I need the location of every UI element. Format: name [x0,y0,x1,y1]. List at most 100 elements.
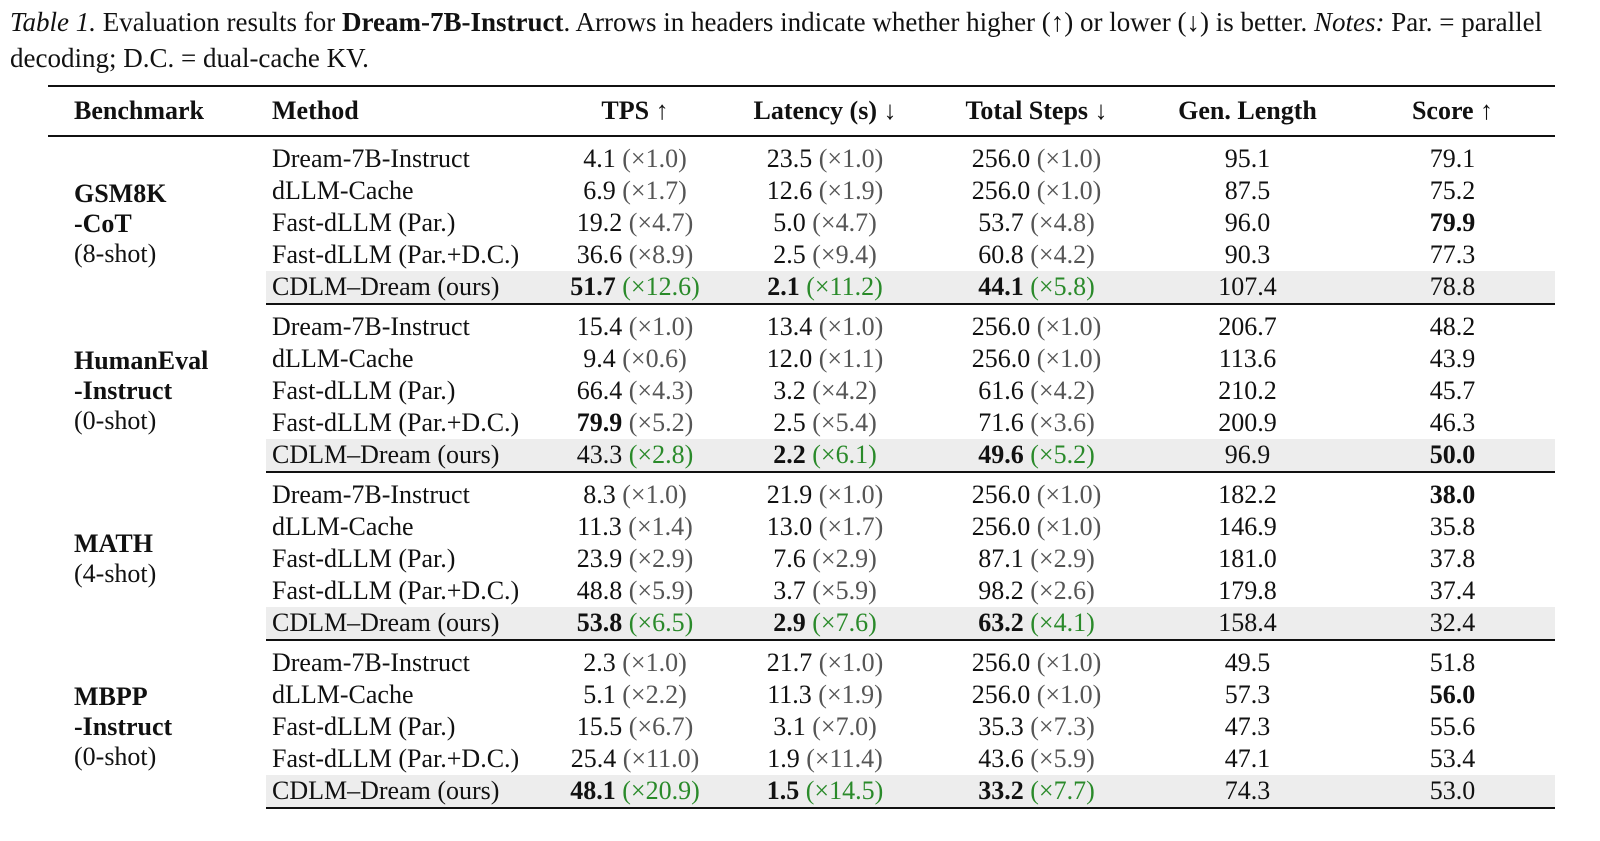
latency-cell: 21.9 (×1.0) [722,472,928,511]
gen-length-cell: 182.2 [1218,480,1277,509]
steps-cell: 256.0 (×1.0) [928,640,1145,679]
score-cell: 56.0 [1429,680,1476,709]
speedup-factor: (×1.0) [1036,144,1102,173]
metric-value: 44.1 [978,272,1024,301]
header-score: Score ↑ [1350,85,1555,137]
score-cell: 75.2 [1429,176,1476,205]
score-cell: 32.4 [1350,607,1555,641]
score-cell: 77.3 [1429,240,1476,269]
benchmark-name: HumanEval [74,346,209,375]
caption-model: Dream-7B-Instruct [341,7,564,37]
metric-value: 1.5 [766,776,800,805]
speedup-factor: (×7.6) [812,608,877,637]
latency-cell: 1.5 (×14.5) [722,775,928,809]
benchmark-shot: (8-shot) [74,238,157,268]
latency-cell: 2.2 (×6.1) [722,439,928,473]
table-row: dLLM-Cache 11.3 (×1.4) 13.0 (×1.7) 256.0 (×… [48,511,1555,543]
metric-value: 2.5 [773,240,806,269]
speedup-factor: (×1.0) [622,480,687,509]
metric-value: 2.5 [773,408,806,437]
steps-cell: 43.6 (×5.9) [928,743,1145,775]
metric-value: 79.9 [576,408,623,437]
table-row: Fast-dLLM (Par.+D.C.) 25.4 (×11.0) 1.9 (×1… [48,743,1555,775]
steps-cell: 98.2 (×2.6) [928,575,1145,607]
metric-value: 21.9 [766,480,813,509]
speedup-factor: (×1.0) [628,312,694,341]
speedup-factor: (×1.0) [818,144,884,173]
speedup-factor: (×1.0) [622,144,687,173]
method-cell: CDLM–Dream (ours) [266,775,548,809]
table-row: CDLM–Dream (ours) 48.1 (×20.9) 1.5 (×14.5)… [48,775,1555,809]
speedup-factor: (×14.5) [805,776,884,805]
metric-value: 53.7 [978,208,1024,237]
table-row: Fast-dLLM (Par.) 15.5 (×6.7) 3.1 (×7.0) 35.… [48,711,1555,743]
table-row: MATH (4-shot) Dream-7B-Instruct 8.3 (×1.0) 2… [48,472,1555,588]
metric-value: 12.6 [766,176,813,205]
metric-value: 256.0 [971,176,1031,205]
latency-cell: 13.0 (×1.7) [722,511,928,543]
speedup-factor: (×1.0) [1036,512,1102,541]
speedup-factor: (×5.8) [1030,272,1095,301]
method-cell: CDLM–Dream (ours) [266,607,548,641]
tps-cell: 79.9 (×5.2) [548,407,722,439]
metric-value: 256.0 [971,680,1031,709]
metric-value: 21.7 [766,648,813,677]
latency-cell: 2.9 (×7.6) [722,607,928,641]
gen-length-cell: 107.4 [1145,271,1350,305]
tps-cell: 15.5 (×6.7) [548,711,722,743]
table-row: Fast-dLLM (Par.) 23.9 (×2.9) 7.6 (×2.9) 87.… [48,543,1555,575]
speedup-factor: (×1.0) [622,648,687,677]
metric-value: 256.0 [971,312,1031,341]
metric-value: 256.0 [971,344,1031,373]
steps-cell: 53.7 (×4.8) [928,207,1145,239]
gen-length-cell: 95.1 [1224,144,1271,173]
benchmark-shot: (0-shot) [74,406,157,435]
metric-value: 51.7 [570,272,616,301]
tps-cell: 2.3 (×1.0) [548,640,722,679]
speedup-factor: (×1.7) [818,512,884,541]
gen-length-cell: 49.5 [1224,648,1271,677]
latency-cell: 2.5 (×5.4) [722,407,928,439]
speedup-factor: (×2.9) [1030,544,1095,573]
table-row: Fast-dLLM (Par.+D.C.) 36.6 (×8.9) 2.5 (×9.… [48,239,1555,271]
speedup-factor: (×1.4) [628,512,693,541]
tps-cell: 48.8 (×5.9) [548,575,722,607]
metric-value: 3.2 [773,376,806,405]
metric-value: 60.8 [978,240,1024,269]
score-cell: 79.1 [1429,144,1476,173]
speedup-factor: (×1.0) [1036,480,1102,509]
method-cell: Fast-dLLM (Par.+D.C.) [272,744,520,773]
gen-length-cell: 146.9 [1218,512,1277,541]
speedup-factor: (×7.3) [1030,712,1095,741]
header-latency: Latency (s) ↓ [722,85,928,137]
method-cell: Fast-dLLM (Par.) [272,712,456,741]
table-row: MBPP -Instruct (0-shot) Dream-7B-Instruct 2.… [48,640,1555,771]
header-tps: TPS ↑ [548,85,722,137]
table-row: dLLM-Cache 6.9 (×1.7) 12.6 (×1.9) 256.0 (×1… [48,175,1555,207]
score-cell: 51.8 [1429,648,1476,677]
benchmark-name: -Instruct [74,712,173,741]
tps-cell: 5.1 (×2.2) [548,679,722,711]
score-cell: 37.4 [1429,576,1476,605]
latency-cell: 3.7 (×5.9) [722,575,928,607]
metric-value: 48.1 [570,776,616,805]
gen-length-cell: 179.8 [1218,576,1277,605]
steps-cell: 61.6 (×4.2) [928,375,1145,407]
method-cell: dLLM-Cache [272,680,414,709]
header-benchmark: Benchmark [48,85,266,137]
steps-cell: 49.6 (×5.2) [928,439,1145,473]
metric-value: 2.1 [767,272,800,301]
gen-length-cell: 57.3 [1224,680,1271,709]
tps-cell: 25.4 (×11.0) [548,743,722,775]
speedup-factor: (×1.0) [1036,312,1102,341]
latency-cell: 3.1 (×7.0) [722,711,928,743]
score-cell: 43.9 [1429,344,1476,373]
speedup-factor: (×4.7) [628,208,694,237]
metric-value: 2.9 [773,608,806,637]
speedup-factor: (×1.0) [1036,648,1102,677]
metric-value: 12.0 [766,344,813,373]
steps-cell: 256.0 (×1.0) [928,472,1145,511]
metric-value: 1.9 [767,744,800,773]
latency-cell: 12.6 (×1.9) [722,175,928,207]
metric-value: 23.9 [576,544,623,573]
